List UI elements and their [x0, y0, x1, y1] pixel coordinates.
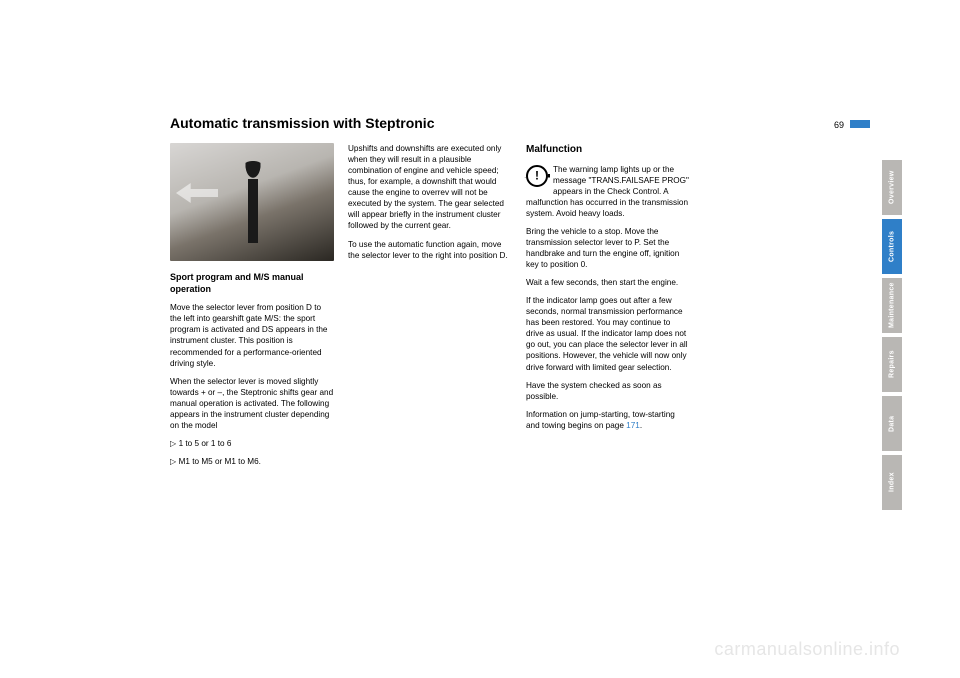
paragraph: Upshifts and downshifts are executed onl…: [348, 143, 512, 232]
subhead-malfunction: Malfunction: [526, 143, 690, 157]
paragraph: If the indicator lamp goes out after a f…: [526, 295, 690, 372]
paragraph-warning: The warning lamp lights up or the messag…: [526, 164, 690, 219]
paragraph-text: Information on jump-starting, tow-starti…: [526, 410, 675, 430]
content-columns: Sport program and M/S manual operation M…: [170, 143, 870, 474]
column-3: Malfunction The warning lamp lights up o…: [526, 143, 690, 474]
tab-index[interactable]: Index: [882, 455, 902, 510]
tab-controls[interactable]: Controls: [882, 219, 902, 274]
page-marker: [850, 120, 870, 128]
tab-overview[interactable]: Overview: [882, 160, 902, 215]
paragraph: Wait a few seconds, then start the engin…: [526, 277, 690, 288]
tab-maintenance[interactable]: Maintenance: [882, 278, 902, 333]
gearshift-image: [170, 143, 334, 261]
page-title: Automatic transmission with Steptronic: [170, 115, 834, 131]
column-2: Upshifts and downshifts are executed onl…: [348, 143, 512, 474]
column-spacer: [704, 143, 714, 474]
tab-repairs[interactable]: Repairs: [882, 337, 902, 392]
paragraph: To use the automatic function again, mov…: [348, 239, 512, 261]
page-number: 69: [834, 120, 844, 130]
paragraph-text: The warning lamp lights up or the messag…: [526, 165, 689, 218]
paragraph-text: .: [640, 421, 642, 430]
warning-lamp-icon: [526, 165, 548, 187]
column-1: Sport program and M/S manual operation M…: [170, 143, 334, 474]
paragraph: When the selector lever is moved slightl…: [170, 376, 334, 431]
paragraph: Bring the vehicle to a stop. Move the tr…: [526, 226, 690, 270]
manual-page: Automatic transmission with Steptronic 6…: [170, 115, 870, 474]
tab-data[interactable]: Data: [882, 396, 902, 451]
header-row: Automatic transmission with Steptronic 6…: [170, 115, 870, 131]
watermark-text: carmanualsonline.info: [714, 639, 900, 660]
page-link[interactable]: 171: [626, 421, 640, 430]
list-item: ▷ M1 to M5 or M1 to M6.: [170, 456, 334, 467]
paragraph: Have the system checked as soon as possi…: [526, 380, 690, 402]
list-item: ▷ 1 to 5 or 1 to 6: [170, 438, 334, 449]
side-tabs: Overview Controls Maintenance Repairs Da…: [882, 160, 902, 510]
subhead-sport-program: Sport program and M/S manual operation: [170, 271, 334, 295]
paragraph: Information on jump-starting, tow-starti…: [526, 409, 690, 431]
paragraph: Move the selector lever from position D …: [170, 302, 334, 368]
